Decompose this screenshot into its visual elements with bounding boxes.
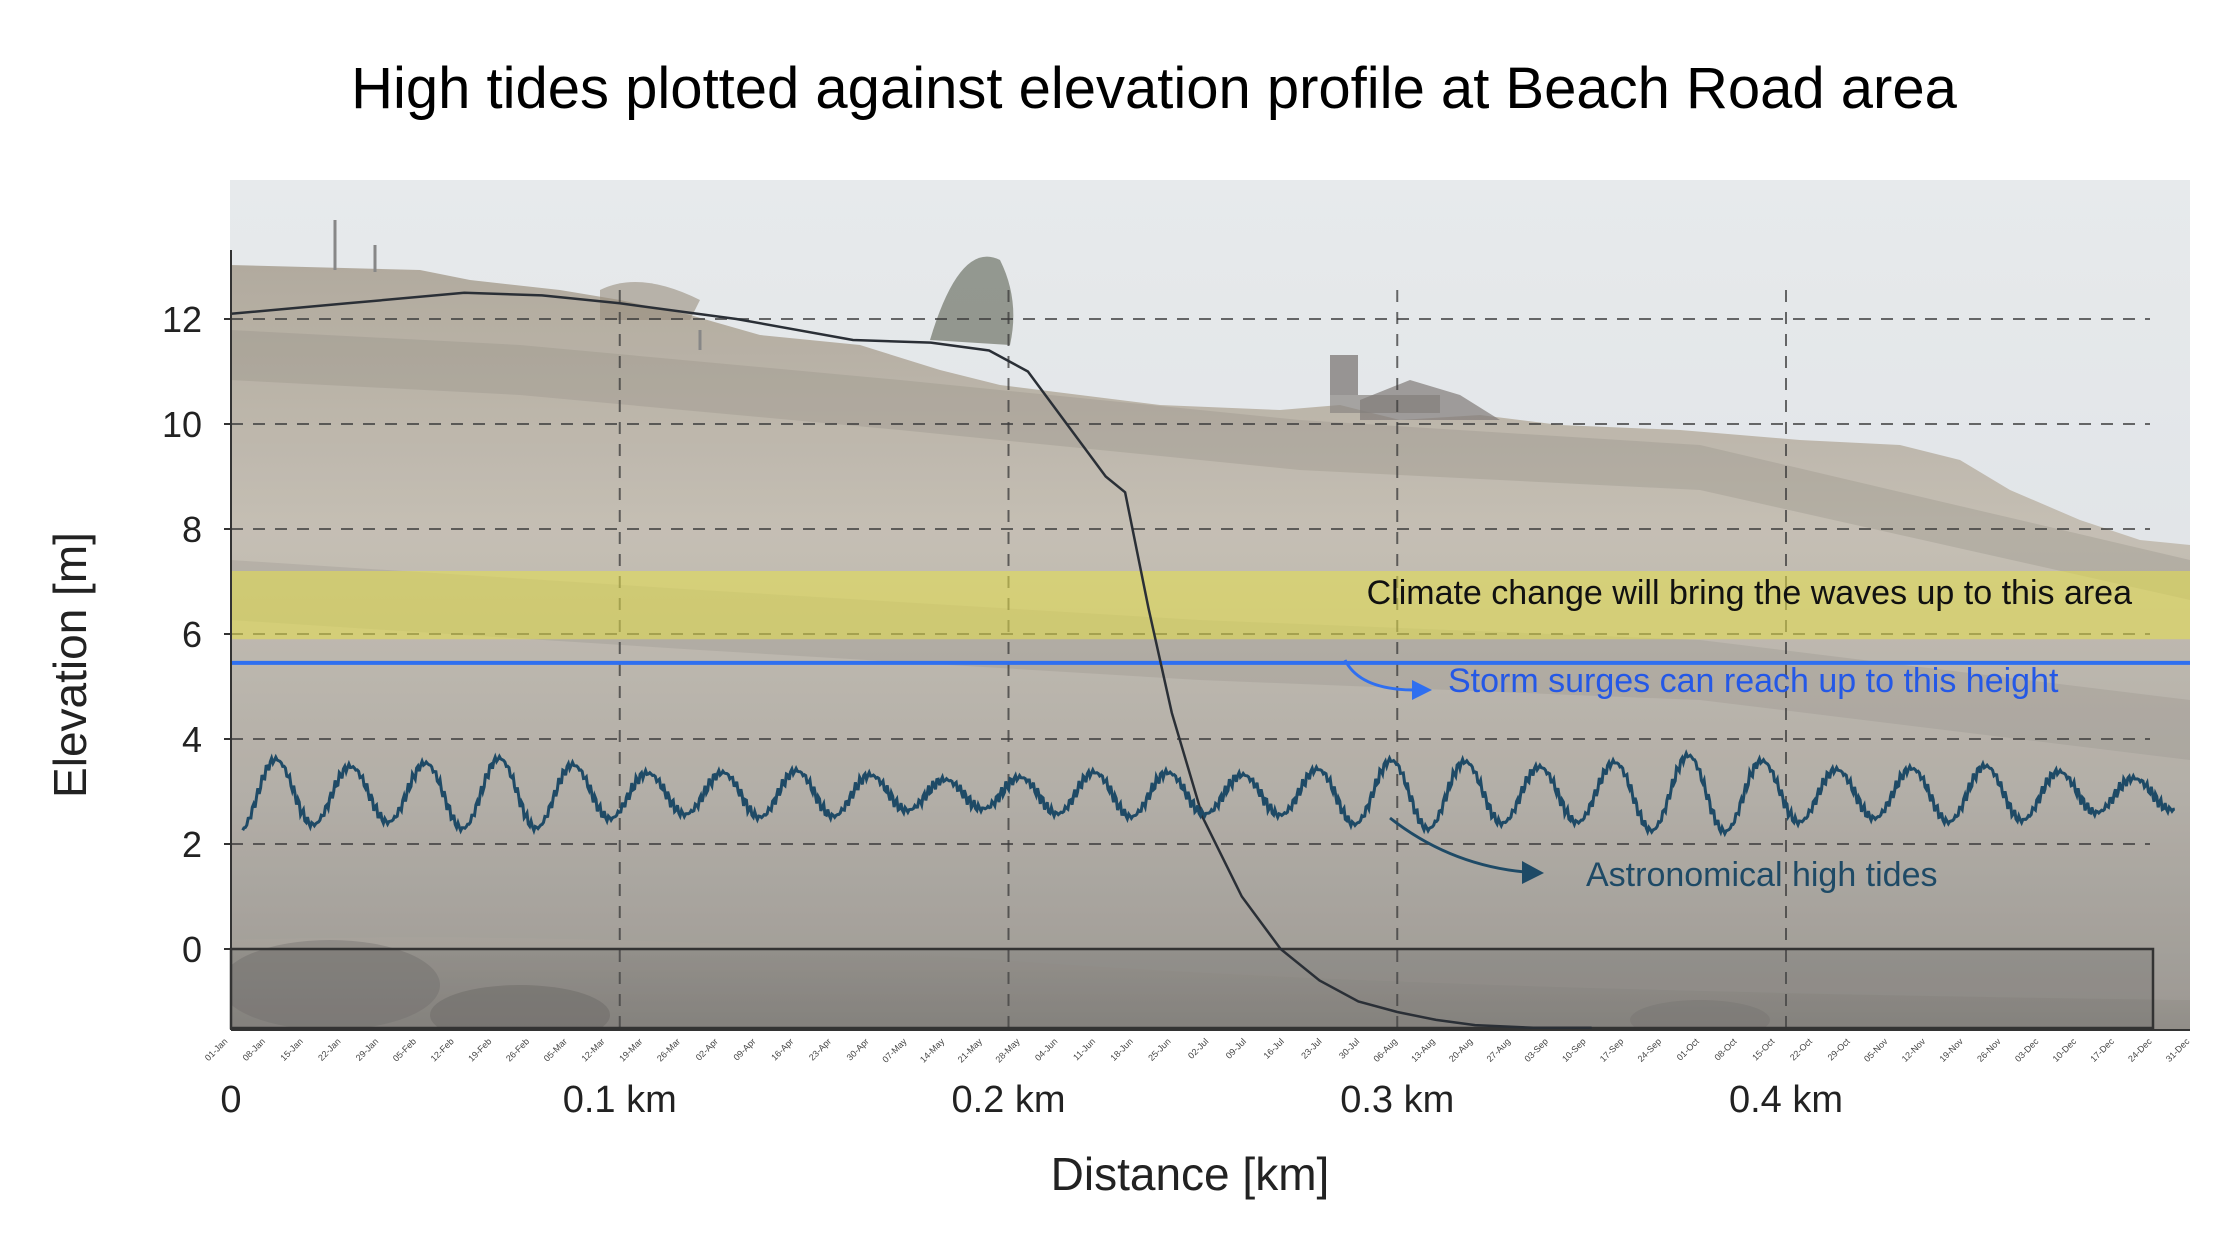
tides-annotation: Astronomical high tides [1586, 856, 1938, 894]
date-tick-label: 27-Aug [1485, 1036, 1513, 1064]
date-tick-label: 17-Dec [2088, 1036, 2116, 1064]
x-tick-label: 0.3 km [1340, 1079, 1454, 1121]
x-tick-label: 0 [220, 1079, 241, 1121]
date-tick-label: 05-Nov [1862, 1036, 1890, 1064]
date-tick-label: 19-Feb [466, 1036, 493, 1063]
y-tick-label: 4 [182, 719, 202, 760]
x-ticks: 0 0.1 km 0.2 km 0.3 km 0.4 km [220, 1079, 1843, 1121]
date-tick-label: 05-Feb [391, 1036, 418, 1063]
date-tick-label: 01-Oct [1675, 1036, 1702, 1063]
y-ticks: 0 2 4 6 8 10 12 [162, 299, 231, 970]
date-tick-label: 08-Oct [1712, 1036, 1739, 1063]
date-tick-label: 31-Dec [2164, 1036, 2192, 1064]
x-tick-label: 0.1 km [563, 1079, 677, 1121]
sea-level-box [229, 947, 2155, 1030]
astronomical-high-tides-line [241, 749, 2176, 838]
date-tick-label: 12-Nov [1900, 1036, 1928, 1064]
y-tick-label: 8 [182, 509, 202, 550]
date-tick-label: 03-Sep [1522, 1036, 1550, 1064]
date-tick-label: 16-Jul [1262, 1036, 1286, 1060]
date-tick-label: 26-Feb [504, 1036, 531, 1063]
date-tick-label: 03-Dec [2013, 1036, 2041, 1064]
date-tick-label: 06-Aug [1372, 1036, 1400, 1064]
date-tick-label: 13-Aug [1409, 1036, 1437, 1064]
date-tick-label: 29-Oct [1826, 1036, 1853, 1063]
date-tick-label: 05-Mar [542, 1036, 569, 1063]
date-tick-label: 28-May [993, 1036, 1022, 1065]
date-tick-label: 14-May [918, 1036, 947, 1065]
date-tick-label: 17-Sep [1598, 1036, 1626, 1064]
storm-surge-arrow [1343, 659, 1416, 692]
date-tick-label: 26-Nov [1975, 1036, 2003, 1064]
date-tick-label: 04-Jun [1033, 1036, 1060, 1063]
date-tick-label: 09-Apr [731, 1036, 757, 1062]
date-tick-label: 23-Jul [1299, 1036, 1323, 1060]
date-tick-label: 24-Dec [2126, 1036, 2154, 1064]
date-tick-label: 12-Mar [579, 1036, 606, 1063]
date-tick-label: 24-Sep [1636, 1036, 1664, 1064]
tides-arrow [1389, 816, 1526, 874]
date-tick-label: 30-Jul [1337, 1036, 1361, 1060]
date-tick-label: 20-Aug [1447, 1036, 1475, 1064]
date-tick-label: 11-Jun [1071, 1036, 1097, 1062]
y-tick-label: 2 [182, 824, 202, 865]
date-tick-label: 22-Jan [316, 1036, 343, 1063]
date-tick-label: 02-Apr [694, 1036, 720, 1062]
y-tick-label: 6 [182, 614, 202, 655]
date-ticks: 01-Jan 08-Jan 15-Jan 22-Jan 29-Jan 05-Feb 12-F… [203, 1036, 2192, 1065]
x-tick-label: 0.2 km [951, 1079, 1065, 1121]
date-tick-label: 23-Apr [807, 1036, 833, 1062]
date-tick-label: 19-Mar [617, 1036, 644, 1063]
date-tick-label: 15-Jan [278, 1036, 305, 1063]
date-tick-label: 07-May [880, 1036, 909, 1065]
tides-arrowhead [1522, 861, 1544, 884]
date-tick-label: 18-Jun [1108, 1036, 1135, 1063]
y-tick-label: 10 [162, 404, 202, 445]
climate-change-annotation: Climate change will bring the waves up t… [1367, 574, 2132, 612]
date-tick-label: 30-Apr [845, 1036, 871, 1062]
y-axis-label: Elevation [m] [44, 532, 96, 798]
x-tick-label: 0.4 km [1729, 1079, 1843, 1121]
date-tick-label: 21-May [956, 1036, 985, 1065]
date-tick-label: 08-Jan [241, 1036, 268, 1063]
date-tick-label: 12-Feb [429, 1036, 456, 1063]
date-tick-label: 29-Jan [354, 1036, 381, 1063]
x-axis-label: Distance [km] [1051, 1148, 1330, 1200]
elevation-profile-line [230, 291, 1592, 1030]
climate-change-band [231, 571, 2190, 640]
y-tick-label: 12 [162, 299, 202, 340]
date-tick-label: 01-Jan [203, 1036, 230, 1063]
date-tick-label: 16-Apr [769, 1036, 795, 1062]
y-tick-label: 0 [182, 929, 202, 970]
storm-surge-arrowhead [1412, 680, 1432, 700]
date-tick-label: 02-Jul [1186, 1036, 1210, 1060]
date-tick-label: 22-Oct [1788, 1036, 1815, 1063]
date-tick-label: 10-Dec [2051, 1036, 2079, 1064]
storm-surge-annotation: Storm surges can reach up to this height [1448, 662, 2059, 700]
date-tick-label: 19-Nov [1937, 1036, 1965, 1064]
date-tick-label: 15-Oct [1750, 1036, 1777, 1063]
date-tick-label: 25-Jun [1146, 1036, 1173, 1063]
chart-title: High tides plotted against elevation pro… [351, 56, 1957, 121]
date-tick-label: 26-Mar [655, 1036, 682, 1063]
date-tick-label: 09-Jul [1224, 1036, 1248, 1060]
date-tick-label: 10-Sep [1560, 1036, 1588, 1064]
